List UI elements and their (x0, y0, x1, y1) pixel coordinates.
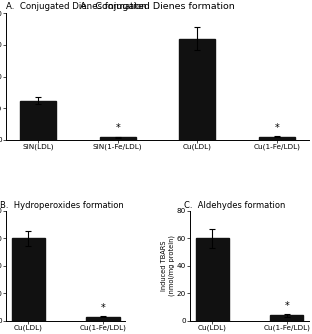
Text: *: * (115, 124, 120, 134)
Text: C.  Aldehydes formation: C. Aldehydes formation (184, 201, 286, 210)
Bar (100, 137, 136, 140)
Bar (179, 39, 215, 140)
Bar (259, 137, 295, 140)
Bar (270, 315, 304, 321)
Text: *: * (275, 123, 280, 133)
Bar (196, 238, 229, 321)
Title: A.  Conjugated Dienes formation: A. Conjugated Dienes formation (80, 2, 235, 11)
Bar (86, 317, 119, 321)
Text: *: * (284, 301, 289, 311)
Bar (20, 101, 56, 140)
Y-axis label: Induced TBARS
(nmol/mg protein): Induced TBARS (nmol/mg protein) (161, 235, 175, 296)
Bar (12, 238, 45, 321)
Text: *: * (100, 303, 105, 313)
Text: A.  Conjugated Dienes formation: A. Conjugated Dienes formation (6, 2, 147, 11)
Text: B.  Hydroperoxides formation: B. Hydroperoxides formation (0, 201, 124, 210)
